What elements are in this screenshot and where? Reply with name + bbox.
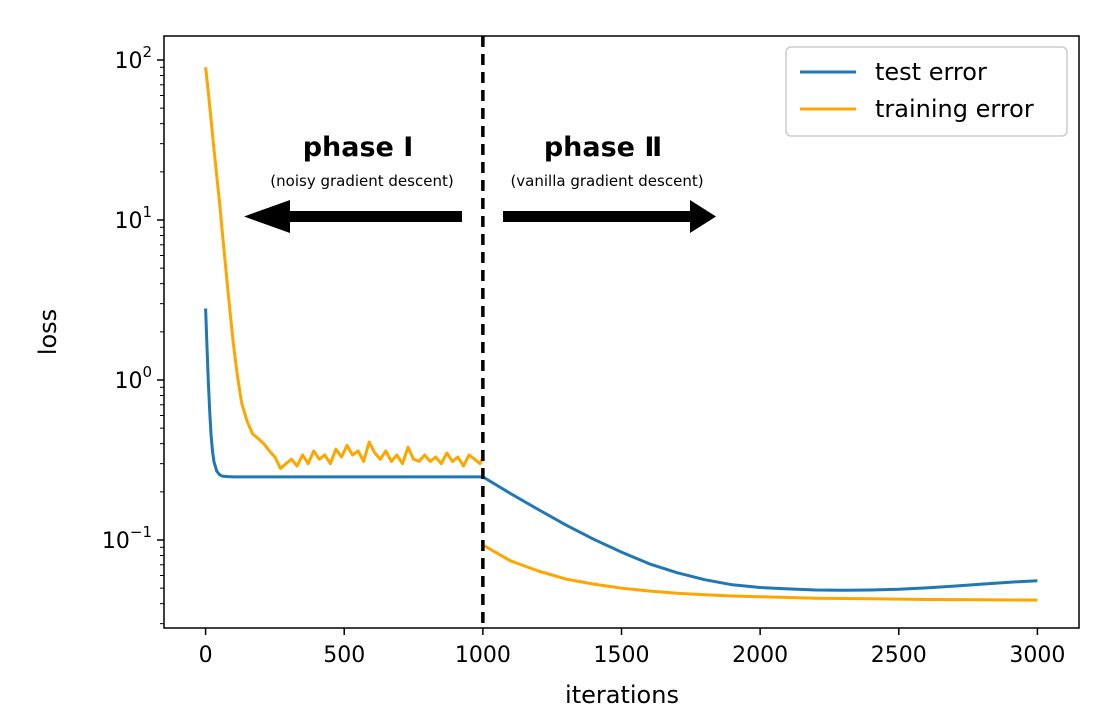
legend: test error training error xyxy=(785,46,1068,137)
phase-2-annotation: phase Ⅱ (vanilla gradient descent) xyxy=(503,132,716,233)
series-layer xyxy=(204,67,1038,602)
phase-2-title: phase Ⅱ xyxy=(544,132,662,163)
x-tick-label: 2500 xyxy=(871,643,927,668)
y-tick-label: 101 xyxy=(114,203,152,234)
phase-1-title: phase Ⅰ xyxy=(303,132,414,163)
training-error-line xyxy=(204,67,1038,602)
phase-1-subtitle: (noisy gradient descent) xyxy=(270,172,453,190)
x-tick-label: 500 xyxy=(323,643,365,668)
y-tick-label: 10−1 xyxy=(102,523,152,554)
test-error-line xyxy=(204,308,1038,592)
x-tick-label: 3000 xyxy=(1009,643,1065,668)
left-arrow xyxy=(244,200,462,233)
right-arrow xyxy=(503,200,716,233)
x-tick-label: 2000 xyxy=(732,643,788,668)
legend-label-training-error: training error xyxy=(875,95,1034,123)
ticks-layer: 0 500 1000 1500 2000 2500 3000 10−1 100 101 102 xyxy=(102,43,1066,668)
phase-1-annotation: phase Ⅰ (noisy gradient descent) xyxy=(244,132,462,233)
y-tick-label: 100 xyxy=(114,363,152,394)
y-axis-label: loss xyxy=(34,309,62,355)
x-tick-label: 0 xyxy=(199,643,213,668)
y-tick-label: 102 xyxy=(114,43,152,74)
legend-box xyxy=(785,46,1068,137)
x-axis-label: iterations xyxy=(565,681,679,709)
legend-label-test-error: test error xyxy=(875,58,987,86)
x-tick-label: 1000 xyxy=(455,643,511,668)
x-tick-label: 1500 xyxy=(594,643,650,668)
phase-2-subtitle: (vanilla gradient descent) xyxy=(510,172,703,190)
